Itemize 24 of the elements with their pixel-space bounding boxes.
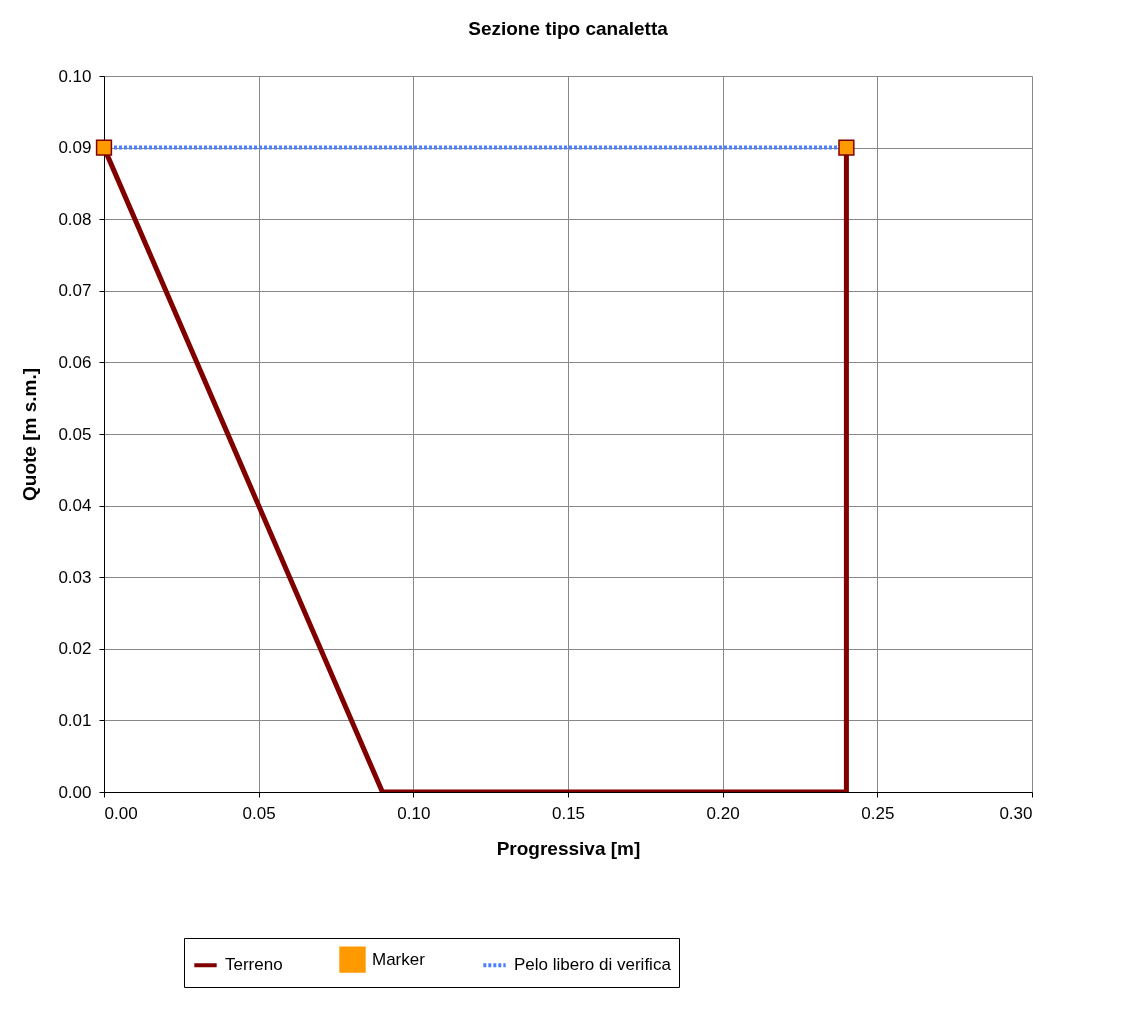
x-tick-label: 0.05 bbox=[242, 803, 276, 823]
x-tick-label: 0.00 bbox=[104, 803, 138, 823]
y-tick-label: 0.06 bbox=[58, 352, 92, 372]
y-tick-label: 0.09 bbox=[58, 138, 92, 158]
y-tick-label: 0.04 bbox=[58, 496, 92, 516]
y-tick-label: 0.08 bbox=[58, 209, 92, 229]
y-tick-label: 0.01 bbox=[58, 710, 92, 730]
legend-label: Marker bbox=[372, 949, 426, 969]
x-tick-label: 0.20 bbox=[706, 803, 740, 823]
chart-title: Sezione tipo canaletta bbox=[468, 18, 669, 39]
y-tick-label: 0.02 bbox=[58, 639, 92, 659]
y-tick-label: 0.05 bbox=[58, 424, 92, 444]
x-tick-label: 0.10 bbox=[397, 803, 431, 823]
legend-label: Terreno bbox=[225, 955, 283, 975]
y-axis-title: Quote [m s.m.] bbox=[19, 367, 41, 502]
legend-label: Pelo libero di verifica bbox=[514, 955, 672, 975]
x-axis-title: Progressiva [m] bbox=[496, 837, 641, 859]
x-tick-label: 0.25 bbox=[861, 803, 895, 823]
x-tick-label: 0.30 bbox=[999, 803, 1033, 823]
y-tick-label: 0.07 bbox=[58, 281, 92, 301]
y-tick-label: 0.03 bbox=[58, 567, 92, 587]
y-tick-label: 0.10 bbox=[58, 66, 92, 86]
y-tick-label: 0.00 bbox=[58, 782, 92, 802]
x-tick-label: 0.15 bbox=[551, 803, 586, 823]
